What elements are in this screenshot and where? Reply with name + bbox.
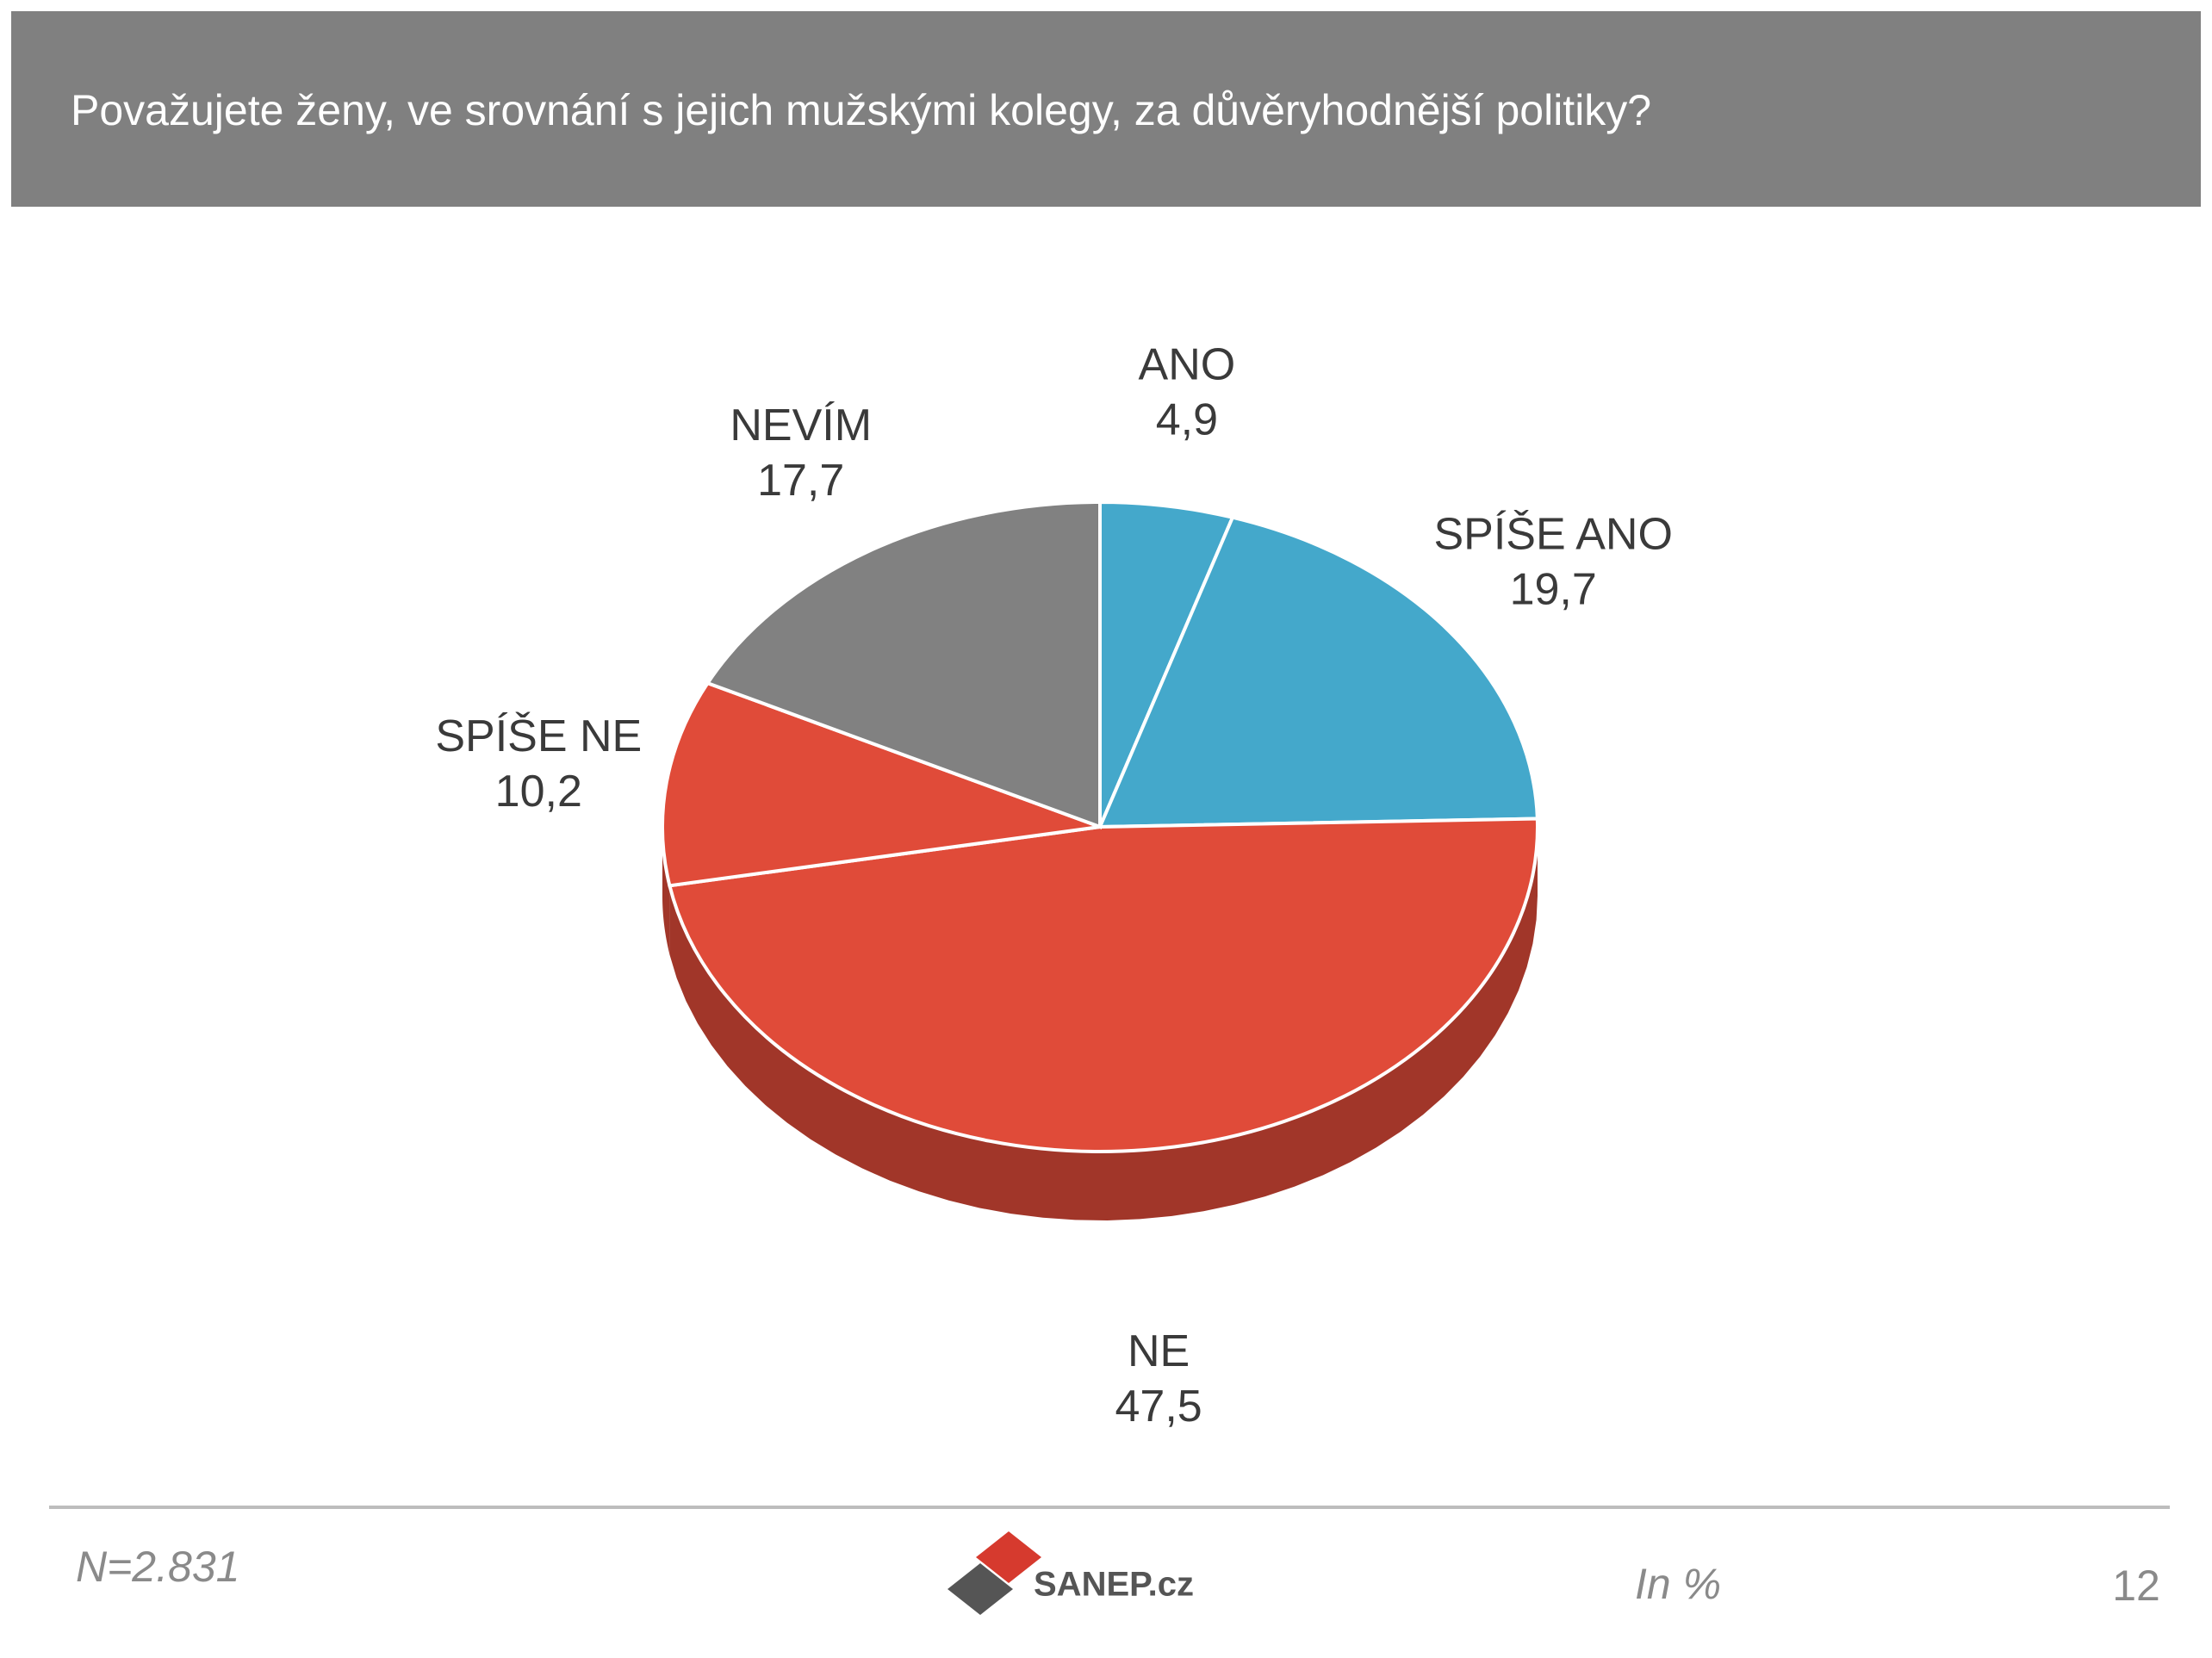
page-number: 12 — [2112, 1562, 2160, 1610]
sample-note: N=2.831 — [76, 1543, 239, 1591]
slice-label: NE — [1128, 1326, 1190, 1376]
slice — [705, 500, 1102, 829]
slice-label: SPÍŠE NE — [435, 711, 642, 761]
pie — [661, 500, 1539, 1220]
slice-side — [669, 827, 1538, 1220]
value-label: 10,2 — [495, 767, 582, 817]
logo-mark — [976, 1531, 1041, 1583]
value-label: 17,7 — [757, 456, 844, 506]
slice-label: ANO — [1139, 340, 1236, 390]
header-band — [11, 11, 2201, 207]
slice — [1097, 515, 1539, 829]
chart-title: Považujete ženy, ve srovnání s jejich mu… — [71, 86, 1651, 134]
value-label: 4,9 — [1156, 395, 1218, 445]
logo-mark — [948, 1563, 1013, 1615]
slice — [661, 680, 1101, 888]
logo: SANEP.cz — [948, 1531, 1194, 1615]
value-label: 19,7 — [1510, 564, 1597, 614]
logo-text: SANEP.cz — [1034, 1566, 1194, 1604]
unit-note: In % — [1635, 1560, 1721, 1608]
slice-label: SPÍŠE ANO — [1433, 509, 1672, 559]
slice-label: NEVÍM — [730, 401, 872, 450]
value-label: 47,5 — [1115, 1382, 1202, 1431]
slice — [667, 817, 1539, 1153]
